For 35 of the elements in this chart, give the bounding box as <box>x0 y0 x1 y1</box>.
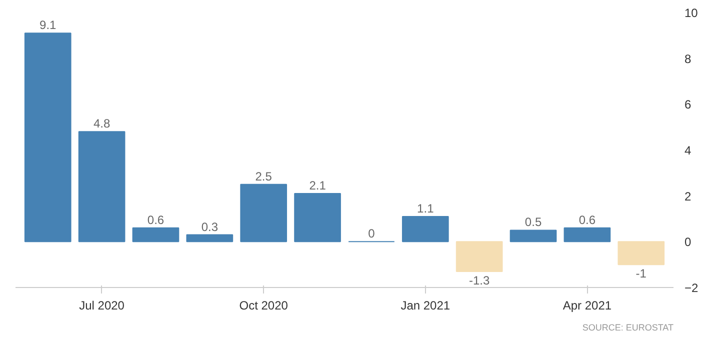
x-tick-label: Oct 2020 <box>239 298 288 312</box>
y-tick-label: 2 <box>684 189 692 204</box>
y-tick-label: 6 <box>684 98 692 112</box>
y-tick-label: 0 <box>684 235 692 250</box>
data-label: 0 <box>368 226 376 241</box>
source-note: SOURCE: EUROSTAT <box>582 322 674 332</box>
bar <box>132 227 180 242</box>
bar <box>24 32 72 242</box>
bar <box>456 241 503 272</box>
x-tick-label: Apr 2021 <box>562 298 612 312</box>
data-label: 1.1 <box>417 201 434 216</box>
data-label: -1 <box>636 266 647 281</box>
bar <box>564 227 611 242</box>
bar <box>78 131 126 242</box>
y-tick-label: 10 <box>684 6 698 20</box>
data-label: 2.5 <box>255 169 272 184</box>
data-label: 0.6 <box>147 212 164 227</box>
data-label: 2.1 <box>309 178 326 193</box>
data-label: 0.5 <box>524 215 542 230</box>
x-tick-label: Jul 2020 <box>79 298 125 312</box>
data-label: -1.3 <box>468 273 490 288</box>
data-label: 0.3 <box>201 220 218 234</box>
bar <box>186 234 234 242</box>
data-label: 9.1 <box>40 18 57 32</box>
bar <box>294 193 341 242</box>
y-tick-label: −2 <box>684 281 699 295</box>
bar <box>510 230 557 242</box>
y-tick-label: 4 <box>684 144 692 158</box>
data-label: 4.8 <box>93 116 110 131</box>
bar <box>402 216 449 242</box>
x-tick-label: Jan 2021 <box>400 298 450 312</box>
bar <box>618 241 665 266</box>
y-tick-label: 8 <box>684 52 692 66</box>
data-label: 0.6 <box>578 212 596 227</box>
bar <box>240 184 288 242</box>
